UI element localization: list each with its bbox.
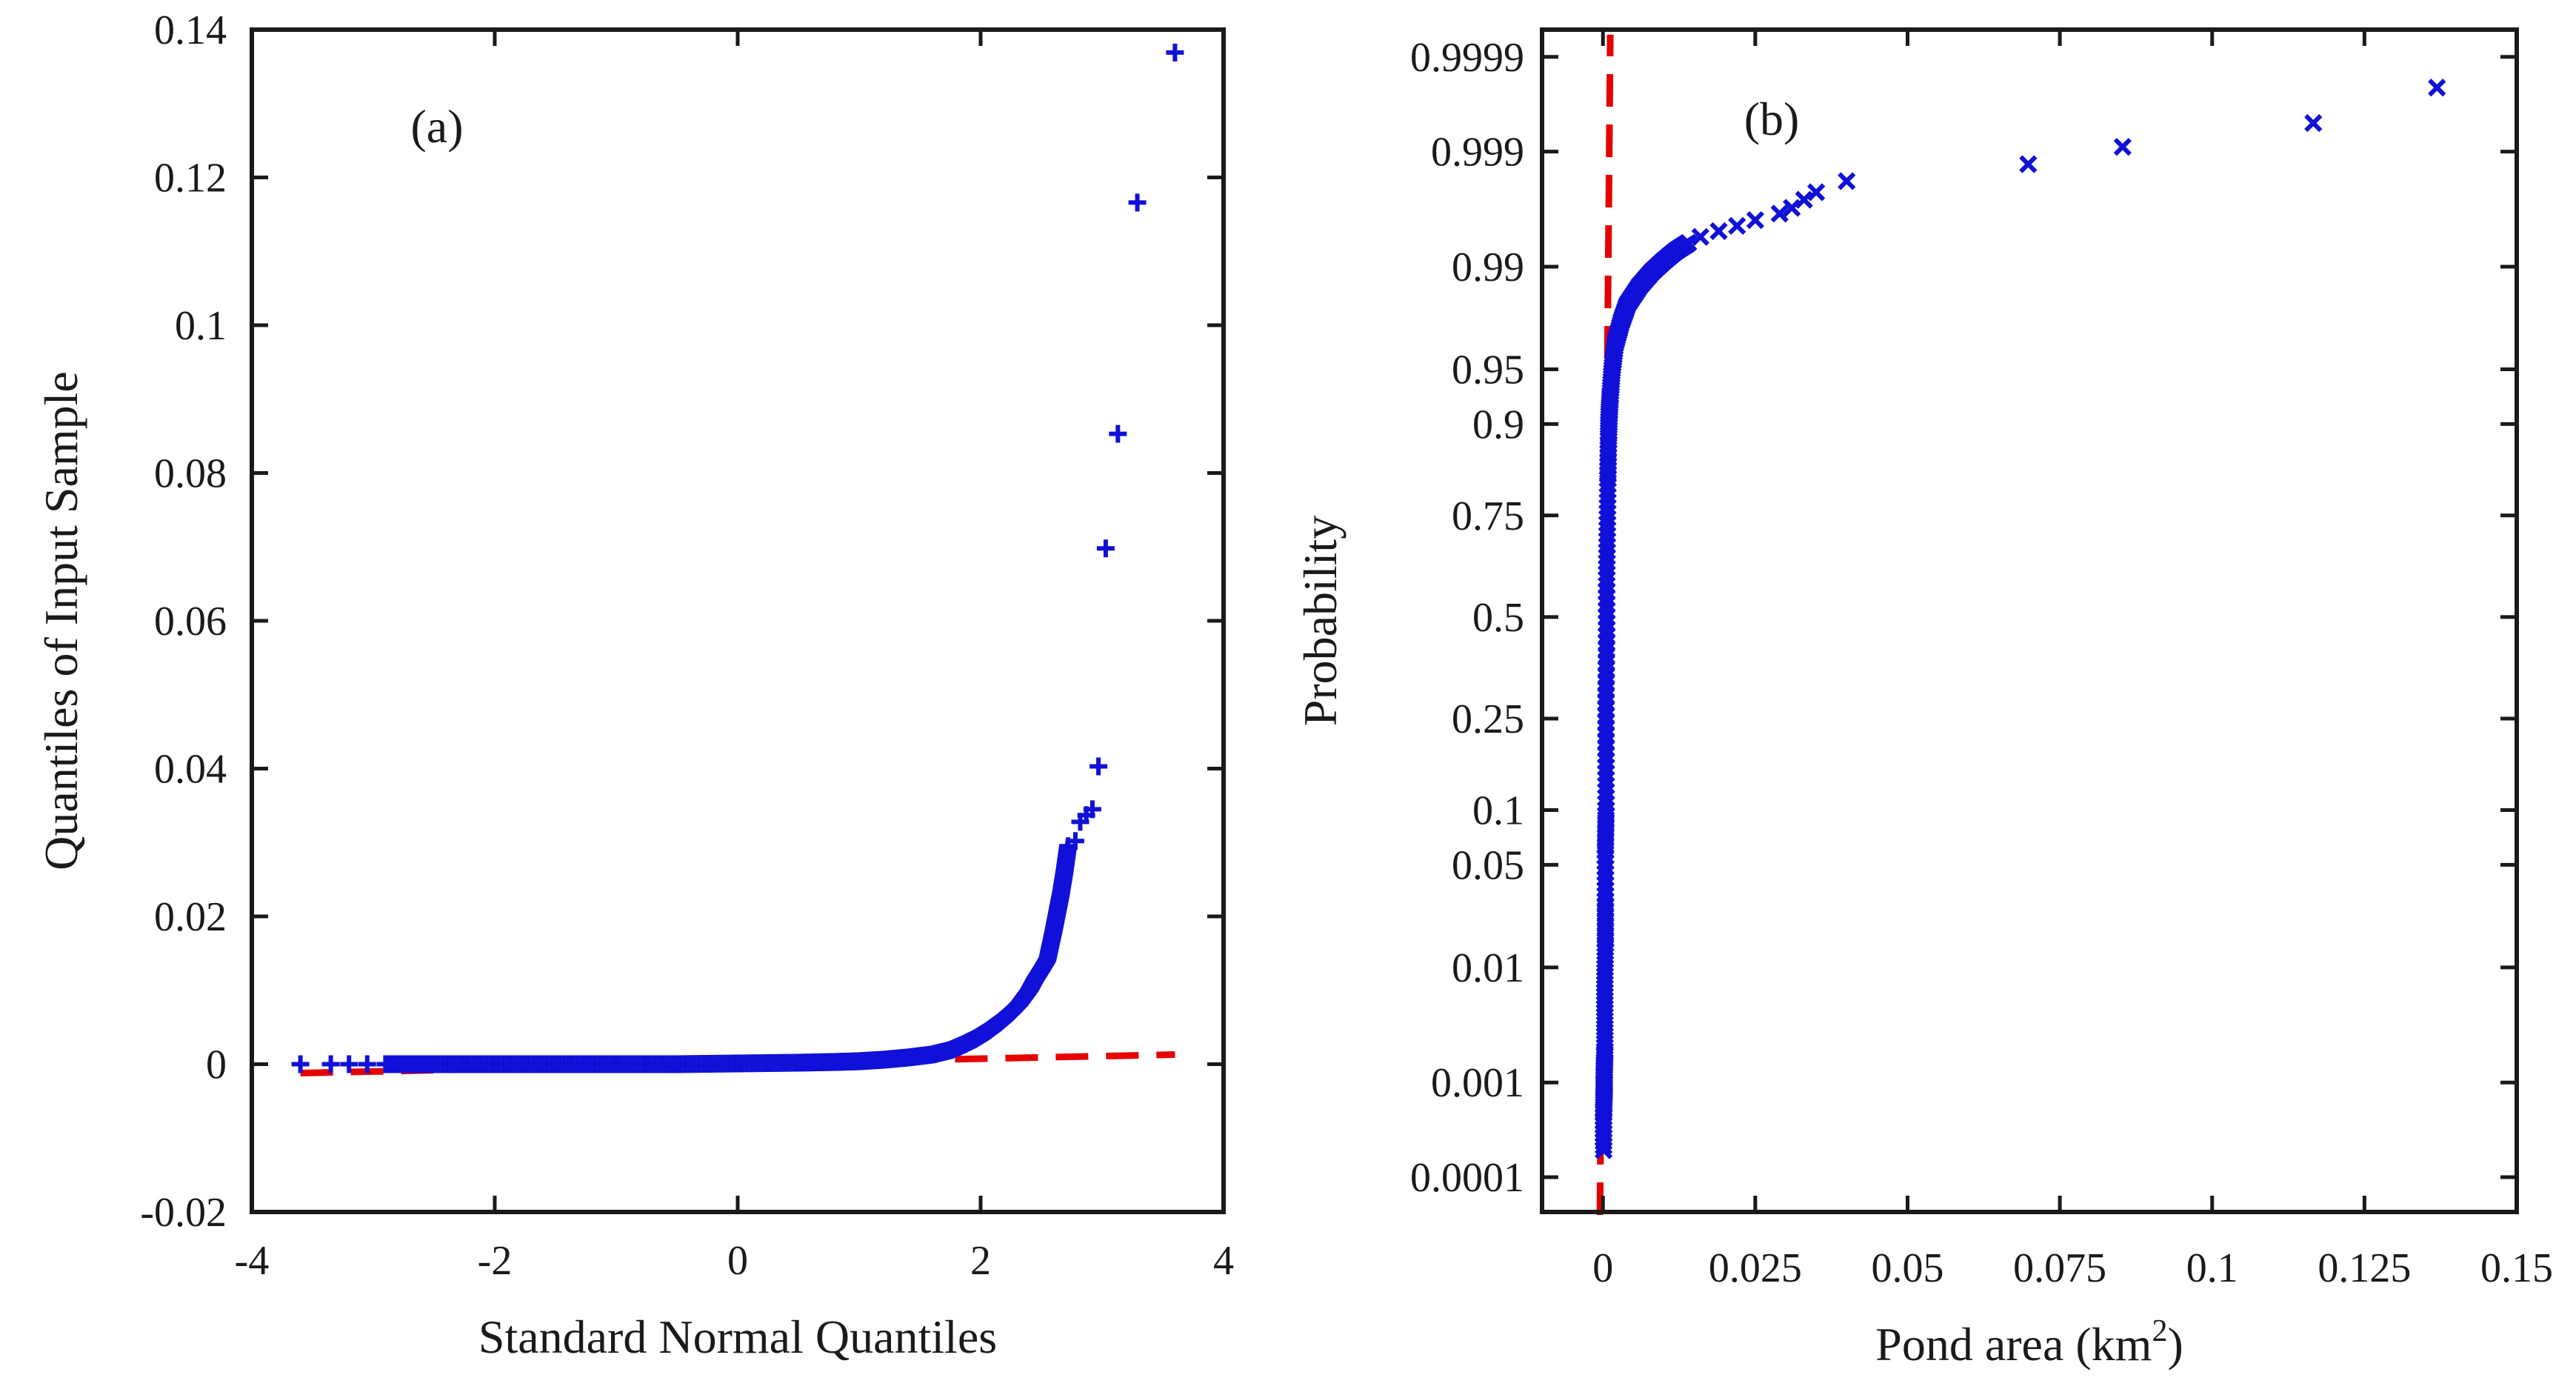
panel-a-y-tick-label: 0.14: [154, 7, 227, 53]
panel-b-point: [1795, 190, 1813, 209]
panel-b-point: [2304, 114, 2323, 133]
panel-b-y-tick-label: 0.99: [1452, 244, 1524, 290]
panel-b-x-tick-label: 0.025: [1709, 1245, 1802, 1291]
panel-b-point: [1597, 745, 1615, 765]
panel-a-y-tick-label: 0.04: [154, 747, 227, 793]
panel-a-y-tick-label: 0.02: [154, 894, 227, 940]
panel-a-x-tick-label: 0: [727, 1238, 748, 1284]
panel-b-y-tick-label: 0.05: [1452, 842, 1524, 888]
panel-b-x-tick-label: 0.125: [2318, 1245, 2411, 1291]
panel-b-point: [1709, 222, 1728, 241]
panel-a-marks: [291, 43, 1184, 1073]
panel-a-reference-line-layer: [300, 1051, 1175, 1076]
panel-b-y-tick-label: 0.01: [1452, 945, 1524, 991]
panel-a-y-tick-label: 0.1: [175, 303, 227, 349]
panel-b-reference-line: [1596, 34, 1614, 1216]
panel-b-point: [1679, 233, 1698, 253]
panel-a-y-tick-label: -0.02: [140, 1190, 227, 1236]
panel-b-point-fill: [1597, 706, 1615, 725]
panel-a-point: [321, 1055, 340, 1073]
panel-b-x-tick-label: 0.1: [2186, 1245, 2238, 1291]
panel-b-y-tick-label: 0.001: [1431, 1060, 1524, 1106]
panel-b-point: [1783, 199, 1801, 217]
panel-b-point-fill: [1597, 739, 1615, 758]
panel-b-y-tick-label: 0.999: [1431, 130, 1524, 176]
panel-b-point-fill: [1597, 693, 1615, 712]
panel-a-point: [340, 1055, 358, 1073]
panel-a-y-tick-label: 0.06: [154, 599, 227, 645]
panel-b-label: (b): [1744, 93, 1800, 145]
panel-b: 0 0.025 0.05 0.075 0.1 0.125 0.15 0.0001 0.001 0.…: [1294, 27, 2553, 1371]
panel-b-y-tick-label: 0.25: [1452, 696, 1524, 742]
panel-b-y-tick-label: 0.9: [1472, 402, 1524, 447]
panel-b-y-tick-label: 0.9999: [1410, 35, 1524, 81]
panel-a-point: [1109, 424, 1127, 443]
panel-a-y-tick-label: 0.12: [154, 156, 227, 202]
panel-b-point-fill: [1597, 726, 1615, 745]
panel-a-x-tick-label: -4: [235, 1238, 270, 1284]
panel-a-x-tick-label: 2: [970, 1238, 991, 1284]
panel-b-point: [2113, 138, 2132, 156]
panel-b-x-axis-title-main: Pond area (km: [1875, 1318, 2152, 1371]
panel-b-point: [1807, 183, 1826, 202]
panel-a-point: [358, 1055, 376, 1073]
panel-b-x-tick-label: 0: [1592, 1245, 1613, 1291]
panel-b-y-axis-title: Probability: [1294, 516, 1347, 726]
panel-a-x-tick-label: 4: [1213, 1238, 1234, 1284]
panel-b-x-tick-label: 0.075: [2013, 1245, 2106, 1291]
panel-b-y-tick-label: 0.95: [1452, 347, 1524, 393]
panel-b-x-tick-label: 0.05: [1872, 1245, 1944, 1291]
panel-a: -4 -2 0 2 4 -0.02 0 0.02 0.04 0.06 0.08 0.1 0.12 0.14…: [35, 7, 1234, 1363]
panel-b-marks: [1594, 79, 2446, 1159]
panel-b-y-tick-label: 0.1: [1472, 787, 1524, 833]
panel-b-axes-frame: [1540, 27, 2519, 1214]
panel-b-y-tick-label: 0.0001: [1410, 1155, 1524, 1201]
panel-b-point-fill: [1597, 733, 1615, 751]
panel-b-point: [1728, 216, 1746, 236]
panel-a-point: [1090, 757, 1108, 776]
panel-a-axes-frame: [250, 27, 1226, 1214]
panel-a-y-axis-title: Quantiles of Input Sample: [35, 371, 87, 870]
panel-b-point-fill: [1597, 719, 1615, 738]
panel-a-y-tick-label: 0.08: [154, 451, 227, 497]
panel-b-point: [1838, 172, 1856, 190]
panel-a-point: [1128, 193, 1147, 212]
panel-b-point: [2428, 79, 2446, 97]
panel-b-x-axis-title-suffix: ): [2167, 1318, 2183, 1371]
panel-a-reference-line: [300, 1051, 1175, 1076]
panel-a-x-axis-title: Standard Normal Quantiles: [478, 1311, 997, 1363]
panel-b-point-fill: [1597, 700, 1615, 719]
panel-b-ticks: 0 0.025 0.05 0.075 0.1 0.125 0.15 0.0001 0.001 0.…: [1410, 30, 2553, 1291]
panel-b-point: [1746, 210, 1764, 230]
panel-a-point: [1166, 43, 1184, 61]
panel-b-x-tick-label: 0.15: [2480, 1245, 2553, 1291]
panel-b-y-tick-label: 0.75: [1452, 493, 1524, 539]
panel-a-x-tick-label: -2: [478, 1238, 513, 1284]
panel-b-x-axis-title-superscript: 2: [2152, 1314, 2167, 1348]
panel-b-point: [1691, 227, 1709, 246]
panel-b-reference-line-layer: [1596, 34, 1614, 1216]
panel-b-point-fill: [1597, 713, 1615, 731]
panel-a-point: [1066, 832, 1084, 850]
panel-b-point: [1770, 204, 1789, 223]
panel-b-point: [2019, 155, 2038, 173]
panel-a-point: [1083, 800, 1101, 819]
panel-a-point: [1096, 539, 1115, 558]
panel-b-y-tick-label: 0.5: [1472, 595, 1524, 641]
panel-a-y-tick-label: 0: [206, 1042, 227, 1088]
panel-b-x-axis-title: Pond area (km2): [1875, 1314, 2183, 1371]
panel-a-label: (a): [410, 100, 463, 153]
panel-a-point: [291, 1055, 310, 1073]
panel-a-ticks: -4 -2 0 2 4 -0.02 0 0.02 0.04 0.06 0.08 0.1 0.12 0.14: [140, 7, 1234, 1284]
